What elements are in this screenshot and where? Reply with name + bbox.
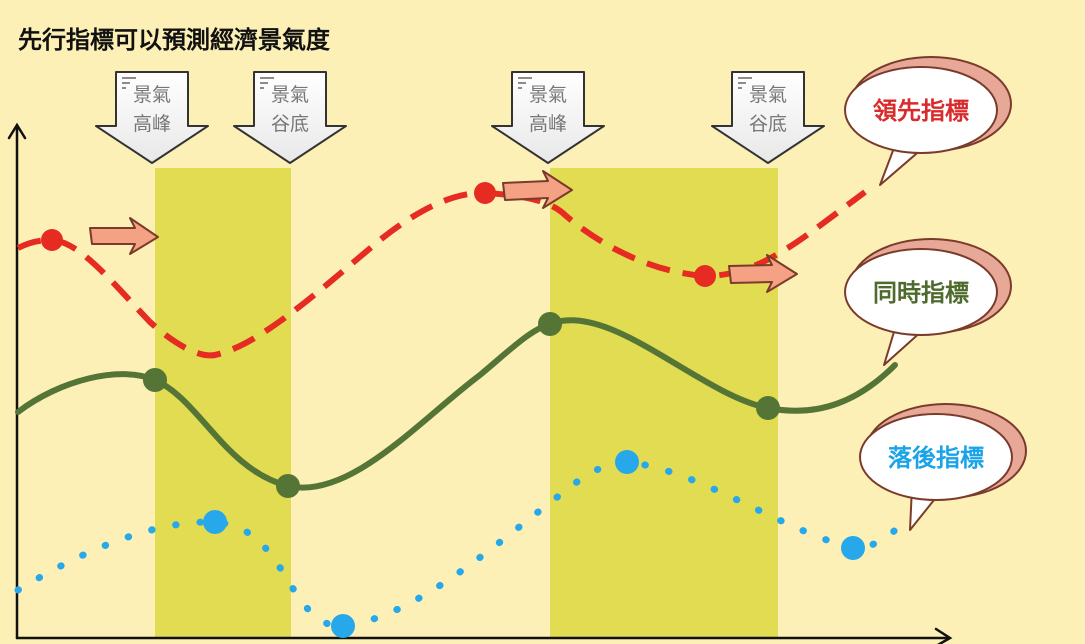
right-arrow-icon [502,170,573,209]
bubble-label: 落後指標 [888,444,984,472]
down-arrow-icon [95,71,209,164]
lagging-points [203,450,865,638]
direction-arrows [89,170,798,293]
y-axis-arrowhead [7,122,27,140]
coincident-point-1 [143,368,167,392]
lagging-point-1 [203,510,227,534]
leading-point-2 [474,182,496,204]
axes [7,122,953,644]
coincident-points [143,312,780,498]
down-arrow-icon [491,71,605,164]
lagging-point-3 [615,450,639,474]
speech-bubble-2: 同時指標 [844,238,1012,366]
recession-band-2 [550,168,778,638]
diagram-title: 先行指標可以預測經濟景氣度 [18,26,330,54]
marker-line1: 景氣 [749,84,787,106]
marker-line1: 景氣 [133,84,171,106]
right-arrow-icon [728,254,798,293]
leading-point-1 [41,229,63,251]
leading-indicator-line [16,189,867,359]
speech-bubble-1: 領先指標 [844,56,1012,186]
marker-line1: 景氣 [271,84,309,106]
leading-points [41,182,716,287]
x-axis-arrowhead [934,627,953,644]
coincident-point-3 [538,312,562,336]
coincident-point-4 [756,396,780,420]
marker-line2: 高峰 [133,113,171,135]
bubble-label: 同時指標 [873,279,969,307]
marker-line2: 谷底 [749,113,787,135]
lagging-point-4 [841,536,865,560]
down-arrow-icon [233,71,347,164]
marker-line2: 谷底 [271,113,309,135]
lagging-point-2 [331,614,355,638]
marker-line2: 高峰 [529,113,567,135]
marker-line1: 景氣 [529,84,567,106]
down-arrow-icon [711,71,825,164]
leading-point-3 [694,265,716,287]
recession-band-1 [155,168,291,638]
speech-bubble-3: 落後指標 [859,403,1027,531]
right-arrow-icon [89,217,159,255]
coincident-point-2 [276,474,300,498]
bubble-label: 領先指標 [873,97,969,125]
